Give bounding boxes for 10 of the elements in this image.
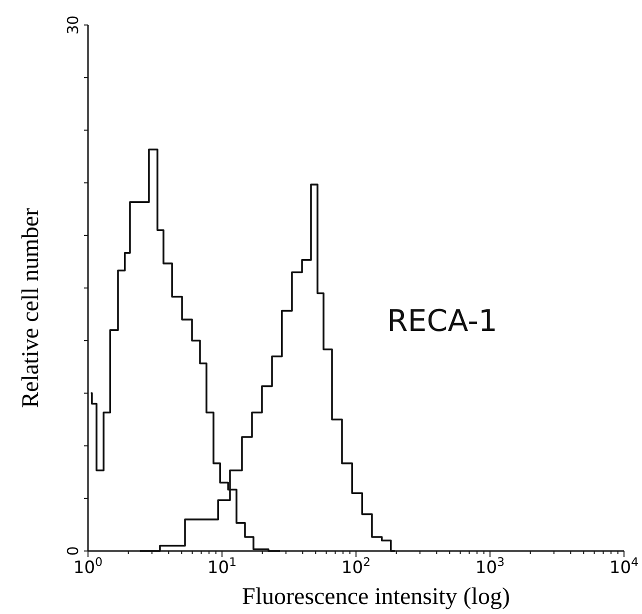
- x-axis-title: Fluorescence intensity (log): [242, 584, 510, 610]
- x-tick-label: 10$^{2}$: [341, 555, 371, 578]
- x-tick-label: 10$^{1}$: [207, 555, 237, 578]
- x-tick-label: 10$^{4}$: [609, 555, 639, 578]
- x-tick-label: 10$^{0}$: [73, 555, 103, 578]
- y-tick-label: 30: [64, 15, 82, 35]
- series-label: RECA-1: [386, 304, 498, 340]
- y-axis-title: Relative cell number: [18, 208, 44, 408]
- x-tick-label: 10$^{3}$: [475, 555, 505, 578]
- y-tick-label: 0: [64, 546, 82, 556]
